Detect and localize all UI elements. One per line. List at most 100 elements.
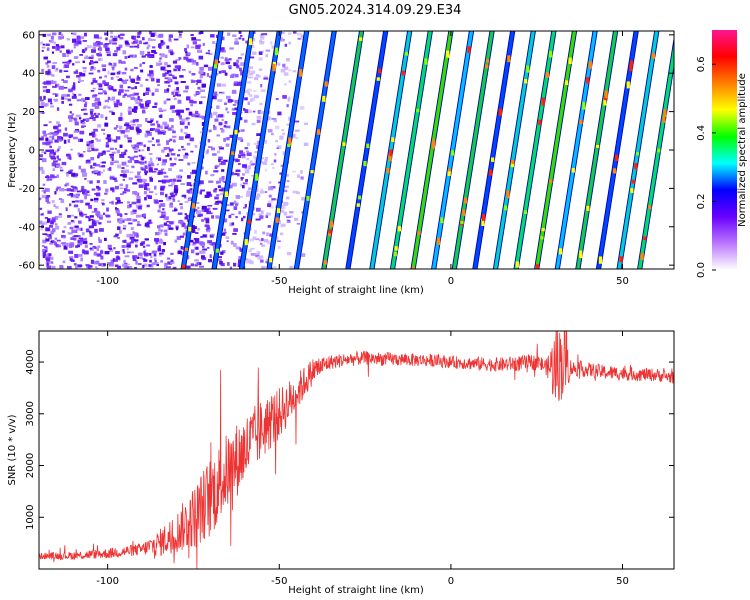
noise-speck — [80, 257, 83, 262]
noise-speck — [266, 258, 269, 262]
noise-speck — [256, 145, 260, 149]
stripe-hotspot — [388, 153, 392, 162]
noise-speck — [225, 61, 230, 65]
noise-speck — [172, 267, 177, 269]
noise-speck — [105, 214, 110, 217]
noise-speck — [124, 262, 128, 265]
noise-speck — [114, 147, 117, 150]
noise-speck — [172, 139, 176, 143]
spectral-stripe — [411, 31, 453, 269]
noise-speck — [155, 262, 159, 264]
noise-speck — [232, 34, 237, 37]
stripe-hotspot — [629, 64, 633, 72]
noise-speck — [78, 220, 82, 224]
noise-speck — [180, 81, 186, 83]
stripe-hotspot — [212, 268, 216, 269]
noise-speck — [70, 237, 73, 239]
noise-speck — [217, 200, 222, 204]
noise-speck — [79, 154, 82, 157]
noise-speck — [214, 91, 218, 96]
noise-speck — [250, 98, 253, 102]
stripe-hotspot — [586, 205, 590, 211]
noise-speck — [80, 241, 83, 246]
noise-speck — [92, 133, 96, 138]
stripe-hotspot — [389, 149, 393, 157]
noise-speck — [80, 189, 86, 193]
noise-speck — [116, 125, 119, 128]
noise-speck — [166, 266, 171, 269]
noise-speck — [199, 101, 203, 105]
noise-speck — [189, 239, 194, 243]
noise-speck — [118, 70, 121, 74]
noise-speck — [191, 113, 197, 118]
stripe-hotspot — [619, 256, 623, 262]
noise-speck — [78, 79, 81, 83]
noise-speck — [59, 265, 64, 269]
noise-speck — [67, 194, 71, 196]
noise-speck — [90, 66, 94, 69]
noise-speck — [122, 173, 127, 178]
noise-speck — [72, 195, 78, 198]
noise-speck — [134, 175, 138, 179]
noise-speck — [197, 214, 201, 217]
noise-speck — [242, 164, 247, 168]
noise-speck — [173, 95, 176, 97]
noise-speck — [132, 231, 135, 234]
noise-speck — [161, 211, 166, 215]
noise-speck — [91, 49, 96, 53]
noise-speck — [273, 159, 277, 163]
noise-speck — [41, 158, 47, 163]
noise-speck — [120, 33, 125, 36]
noise-speck — [247, 88, 252, 92]
noise-speck — [158, 170, 163, 172]
stripe-hotspot — [288, 137, 292, 146]
noise-speck — [143, 263, 148, 267]
noise-speck — [61, 34, 64, 38]
noise-speck — [94, 246, 97, 249]
stripe-hotspot — [431, 141, 435, 149]
noise-speck — [77, 244, 81, 248]
noise-speck — [71, 172, 76, 177]
noise-speck — [251, 122, 256, 126]
noise-speck — [147, 52, 150, 56]
noise-speck — [249, 160, 253, 165]
noise-speck — [95, 266, 98, 268]
noise-speck — [101, 199, 105, 202]
noise-speck — [40, 213, 44, 216]
noise-speck — [46, 65, 50, 68]
noise-speck — [173, 68, 177, 72]
noise-speck — [142, 241, 145, 244]
noise-speck — [216, 105, 220, 109]
noise-speck — [67, 155, 72, 160]
noise-speck — [247, 76, 253, 79]
noise-speck — [147, 120, 153, 123]
noise-speck — [56, 155, 59, 159]
noise-speck — [40, 99, 44, 102]
noise-speck — [145, 103, 150, 107]
noise-speck — [293, 31, 297, 34]
noise-speck — [89, 108, 94, 112]
stripe-hotspot — [549, 179, 553, 183]
stripe-hotspot — [464, 197, 468, 204]
noise-speck — [211, 147, 215, 151]
stripe-hotspot — [394, 246, 398, 251]
noise-speck — [157, 225, 160, 229]
noise-speck — [113, 101, 116, 106]
noise-speck — [195, 45, 201, 50]
noise-speck — [79, 54, 83, 56]
noise-speck — [82, 118, 86, 121]
noise-speck — [132, 182, 138, 185]
noise-speck — [54, 241, 57, 245]
spectrogram-x-ticks: -100 -50 0 50 — [96, 31, 629, 287]
noise-speck — [201, 255, 205, 259]
noise-speck — [178, 136, 184, 140]
noise-speck — [42, 130, 46, 134]
noise-speck — [62, 236, 66, 239]
noise-speck — [79, 130, 85, 135]
stripe-hotspot — [504, 205, 508, 211]
noise-speck — [109, 166, 112, 171]
noise-speck — [193, 226, 197, 229]
noise-speck — [132, 35, 137, 40]
noise-speck — [256, 133, 261, 136]
